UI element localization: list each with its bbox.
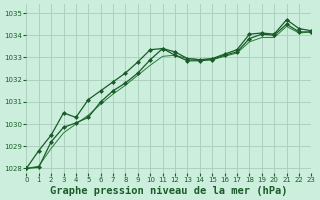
X-axis label: Graphe pression niveau de la mer (hPa): Graphe pression niveau de la mer (hPa) bbox=[50, 186, 288, 196]
